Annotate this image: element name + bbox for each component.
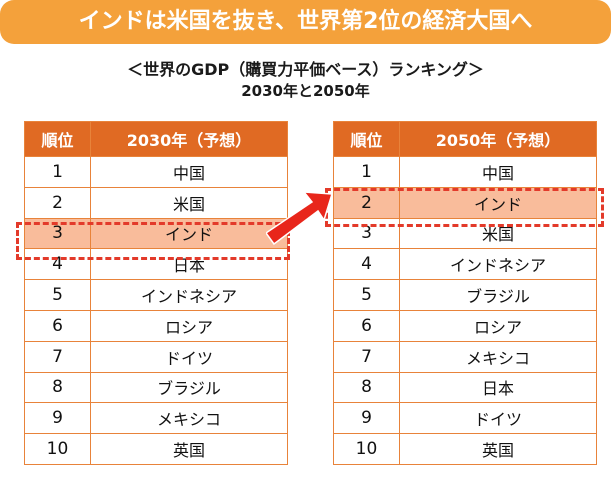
table-row: 7 ドイツ xyxy=(24,340,288,373)
subtitle-years: 2030年と2050年 xyxy=(241,82,370,100)
rank-cell: 8 xyxy=(24,371,91,404)
arrow-up-right-icon xyxy=(266,191,333,246)
header-rank: 順位 xyxy=(333,121,400,157)
table-row: 8 ブラジル xyxy=(24,371,288,404)
country-cell: インドネシア xyxy=(399,248,597,281)
rank-cell: 5 xyxy=(24,279,91,311)
country-cell: ロシア xyxy=(399,309,597,342)
table-row: 7 メキシコ xyxy=(333,340,597,373)
country-cell: ドイツ xyxy=(399,402,597,435)
ranking-table-2050: 順位 2050年（予想） 1 中国 2 インド 3 米国 4 インドネシア 5 xyxy=(333,121,597,465)
table-row: 4 インドネシア xyxy=(333,248,597,281)
table-row: 6 ロシア xyxy=(24,309,288,342)
rank-cell: 1 xyxy=(333,156,400,188)
rank-cell: 10 xyxy=(333,433,400,465)
table-row: 8 日本 xyxy=(333,371,597,404)
country-cell: ブラジル xyxy=(399,279,597,311)
rank-cell: 7 xyxy=(333,340,400,373)
table-row: 9 メキシコ xyxy=(24,402,288,435)
rank-cell: 7 xyxy=(24,340,91,373)
country-cell: 日本 xyxy=(90,248,288,281)
header-year: 2050年（予想） xyxy=(399,121,597,157)
rank-cell: 8 xyxy=(333,371,400,404)
rank-cell: 9 xyxy=(333,402,400,435)
ranking-table-2030: 順位 2030年（予想） 1 中国 2 米国 3 インド 4 日本 5 xyxy=(24,121,288,465)
rank-cell: 5 xyxy=(333,279,400,311)
header-year: 2030年（予想） xyxy=(90,121,288,157)
country-cell: 英国 xyxy=(90,433,288,465)
country-cell: メキシコ xyxy=(90,402,288,435)
rank-cell: 4 xyxy=(333,248,400,281)
table-row: 9 ドイツ xyxy=(333,402,597,435)
country-cell: インドネシア xyxy=(90,279,288,311)
table-row: 1 中国 xyxy=(333,156,597,188)
country-cell: 米国 xyxy=(90,186,288,219)
country-cell: 米国 xyxy=(399,217,597,250)
table-row-highlighted: 3 インド xyxy=(24,217,288,250)
rank-cell: 6 xyxy=(24,309,91,342)
table-header-row: 順位 2030年（予想） xyxy=(24,121,288,157)
rank-cell: 1 xyxy=(24,156,91,188)
country-cell: メキシコ xyxy=(399,340,597,373)
country-cell: ロシア xyxy=(90,309,288,342)
rank-cell: 4 xyxy=(24,248,91,281)
table-row: 10 英国 xyxy=(333,433,597,465)
country-cell: ドイツ xyxy=(90,340,288,373)
rank-cell: 3 xyxy=(24,217,91,250)
country-cell: ブラジル xyxy=(90,371,288,404)
table-row: 5 インドネシア xyxy=(24,279,288,311)
country-cell: 中国 xyxy=(399,156,597,188)
country-cell: 中国 xyxy=(90,156,288,188)
table-row: 4 日本 xyxy=(24,248,288,281)
rank-cell: 3 xyxy=(333,217,400,250)
country-cell: インド xyxy=(90,217,288,250)
rank-cell: 6 xyxy=(333,309,400,342)
table-row: 10 英国 xyxy=(24,433,288,465)
table-row: 3 米国 xyxy=(333,217,597,250)
table-header-row: 順位 2050年（予想） xyxy=(333,121,597,157)
table-row: 5 ブラジル xyxy=(333,279,597,311)
rank-cell: 2 xyxy=(24,186,91,219)
subtitle-ranking: ＜世界のGDP（購買力平価ベース）ランキング＞ xyxy=(127,60,484,79)
banner-title: インドは米国を抜き、世界第2位の経済大国へ xyxy=(0,0,611,44)
table-row-highlighted: 2 インド xyxy=(333,186,597,219)
rank-cell: 2 xyxy=(333,186,400,219)
header-rank: 順位 xyxy=(24,121,91,157)
table-row: 6 ロシア xyxy=(333,309,597,342)
country-cell: 日本 xyxy=(399,371,597,404)
table-row: 1 中国 xyxy=(24,156,288,188)
rank-cell: 10 xyxy=(24,433,91,465)
country-cell: 英国 xyxy=(399,433,597,465)
rank-cell: 9 xyxy=(24,402,91,435)
country-cell: インド xyxy=(399,186,597,219)
table-row: 2 米国 xyxy=(24,186,288,219)
